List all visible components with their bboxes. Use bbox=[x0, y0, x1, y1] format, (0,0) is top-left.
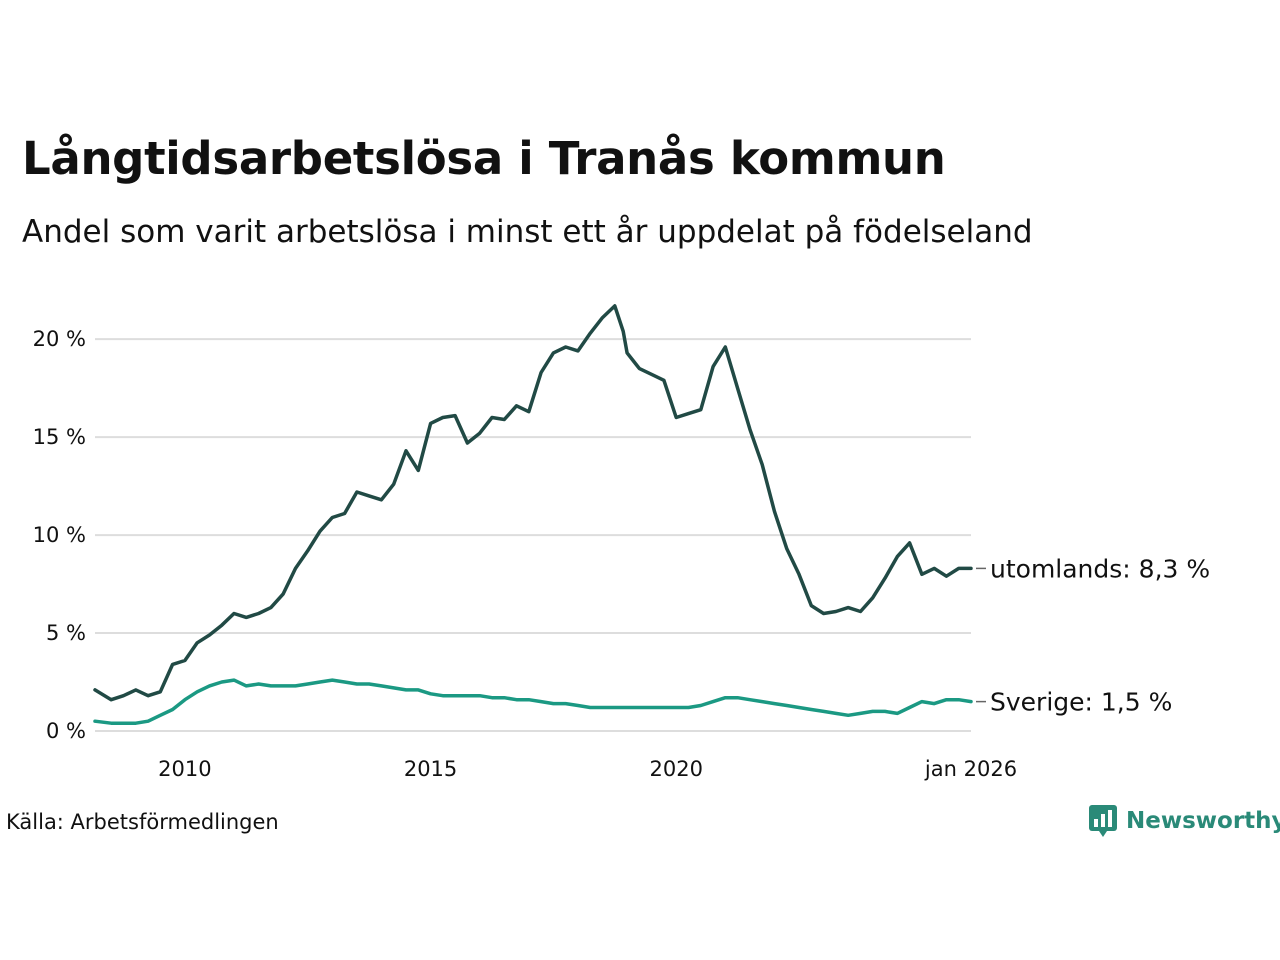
y-tick-label: 10 % bbox=[33, 523, 86, 547]
newsworthy-icon bbox=[1089, 805, 1117, 837]
y-tick-label: 20 % bbox=[33, 327, 86, 351]
series-line-sverige bbox=[93, 678, 973, 725]
y-tick-label: 0 % bbox=[46, 719, 86, 743]
series-line-utomlands bbox=[93, 304, 973, 702]
end-label-utomlands: utomlands: 8,3 % bbox=[990, 554, 1210, 583]
y-tick-label: 5 % bbox=[46, 621, 86, 645]
chart-subtitle: Andel som varit arbetslösa i minst ett å… bbox=[22, 214, 1033, 250]
x-tick-label: jan 2026 bbox=[924, 757, 1017, 781]
brand-name: Newsworthy bbox=[1126, 808, 1280, 834]
x-tick-label: 2015 bbox=[404, 757, 457, 781]
source-note: Källa: Arbetsförmedlingen bbox=[6, 810, 279, 834]
chart-title: Långtidsarbetslösa i Tranås kommun bbox=[22, 132, 946, 185]
end-label-sverige: Sverige: 1,5 % bbox=[990, 688, 1172, 717]
newsworthy-logo[interactable]: Newsworthy bbox=[1088, 804, 1280, 838]
y-tick-label: 15 % bbox=[33, 425, 86, 449]
x-tick-label: 2020 bbox=[649, 757, 702, 781]
x-tick-label: 2010 bbox=[158, 757, 211, 781]
